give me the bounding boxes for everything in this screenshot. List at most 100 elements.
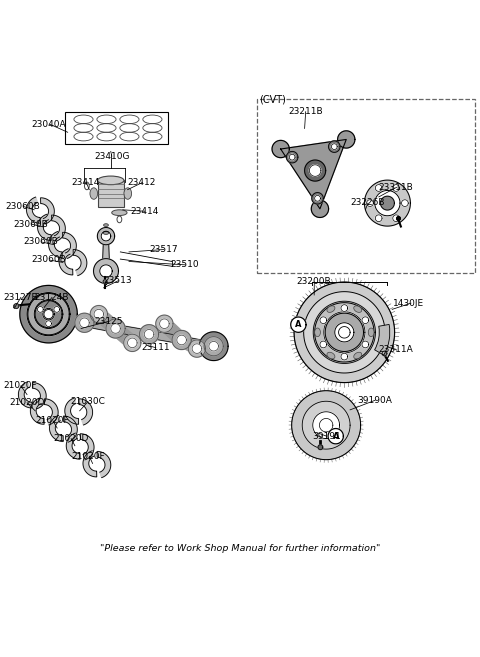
- Polygon shape: [27, 292, 70, 336]
- Polygon shape: [44, 399, 58, 425]
- Polygon shape: [191, 342, 219, 352]
- Polygon shape: [289, 154, 295, 160]
- Ellipse shape: [327, 306, 335, 313]
- Polygon shape: [33, 382, 46, 409]
- Polygon shape: [97, 451, 111, 478]
- Polygon shape: [320, 317, 327, 323]
- Polygon shape: [127, 330, 155, 347]
- Polygon shape: [34, 300, 63, 328]
- Polygon shape: [381, 196, 394, 210]
- Polygon shape: [79, 310, 105, 327]
- Polygon shape: [318, 445, 323, 449]
- Polygon shape: [106, 319, 125, 338]
- Polygon shape: [312, 193, 323, 204]
- Text: 23414: 23414: [130, 207, 158, 215]
- Polygon shape: [59, 249, 73, 275]
- Ellipse shape: [90, 188, 97, 199]
- Polygon shape: [124, 334, 141, 351]
- Polygon shape: [172, 330, 191, 350]
- Polygon shape: [140, 325, 158, 344]
- Polygon shape: [304, 292, 385, 373]
- Bar: [257, 99, 475, 273]
- Polygon shape: [324, 312, 365, 353]
- Ellipse shape: [103, 231, 109, 235]
- Text: 23200B: 23200B: [297, 277, 331, 286]
- Polygon shape: [51, 215, 65, 241]
- Polygon shape: [158, 320, 187, 344]
- Polygon shape: [302, 401, 350, 449]
- Polygon shape: [46, 321, 51, 327]
- Text: 23127B: 23127B: [3, 293, 38, 302]
- Polygon shape: [97, 227, 115, 245]
- Bar: [65, 112, 168, 145]
- Polygon shape: [315, 303, 374, 362]
- Text: 23517: 23517: [149, 245, 178, 254]
- Polygon shape: [328, 428, 343, 444]
- Polygon shape: [14, 304, 19, 308]
- Text: 23311A: 23311A: [379, 346, 414, 354]
- Polygon shape: [90, 306, 108, 323]
- Ellipse shape: [104, 223, 108, 227]
- Text: 23111: 23111: [141, 343, 169, 352]
- Polygon shape: [209, 342, 218, 351]
- Polygon shape: [156, 315, 173, 332]
- Polygon shape: [375, 215, 382, 221]
- Polygon shape: [325, 313, 363, 351]
- Polygon shape: [320, 341, 327, 348]
- Text: 23414: 23414: [72, 178, 100, 187]
- Polygon shape: [272, 141, 289, 158]
- Polygon shape: [102, 236, 110, 272]
- Polygon shape: [393, 215, 399, 221]
- Polygon shape: [393, 185, 399, 191]
- Ellipse shape: [315, 328, 321, 336]
- Text: A: A: [333, 432, 339, 441]
- Polygon shape: [101, 231, 111, 241]
- Polygon shape: [103, 280, 107, 284]
- Text: 39191: 39191: [312, 432, 340, 441]
- Polygon shape: [63, 416, 77, 442]
- Polygon shape: [48, 231, 62, 258]
- Polygon shape: [341, 353, 348, 360]
- Polygon shape: [177, 335, 186, 345]
- Text: (CVT): (CVT): [259, 95, 286, 104]
- Text: 23060B: 23060B: [13, 219, 48, 229]
- Polygon shape: [44, 309, 53, 319]
- Polygon shape: [65, 398, 79, 424]
- Text: 21030C: 21030C: [70, 397, 105, 406]
- Polygon shape: [199, 332, 228, 361]
- Polygon shape: [312, 200, 328, 217]
- Text: 23211B: 23211B: [288, 107, 323, 116]
- Text: 23410G: 23410G: [94, 152, 130, 160]
- Ellipse shape: [368, 328, 374, 336]
- Polygon shape: [364, 180, 410, 226]
- Bar: [97, 181, 124, 207]
- Ellipse shape: [327, 352, 335, 359]
- Polygon shape: [331, 144, 337, 150]
- Polygon shape: [94, 259, 119, 284]
- Polygon shape: [66, 433, 80, 459]
- Polygon shape: [402, 200, 408, 206]
- Polygon shape: [80, 318, 120, 333]
- Text: 21020D: 21020D: [9, 398, 45, 407]
- Polygon shape: [313, 301, 375, 363]
- Polygon shape: [144, 320, 170, 338]
- Polygon shape: [26, 197, 40, 223]
- Text: 23125: 23125: [94, 317, 122, 326]
- Polygon shape: [294, 282, 395, 382]
- Polygon shape: [79, 399, 93, 425]
- Ellipse shape: [112, 210, 127, 215]
- Polygon shape: [35, 301, 62, 328]
- Text: 23513: 23513: [104, 276, 132, 285]
- Polygon shape: [337, 131, 355, 148]
- Polygon shape: [54, 307, 60, 312]
- Polygon shape: [367, 200, 373, 206]
- Polygon shape: [73, 250, 87, 276]
- Polygon shape: [93, 310, 121, 332]
- Text: 21020F: 21020F: [72, 451, 105, 461]
- Polygon shape: [313, 412, 339, 439]
- Text: 39190A: 39190A: [357, 396, 392, 405]
- Text: 23311B: 23311B: [379, 183, 414, 192]
- Polygon shape: [362, 317, 369, 323]
- Wedge shape: [374, 325, 390, 355]
- Polygon shape: [338, 327, 350, 338]
